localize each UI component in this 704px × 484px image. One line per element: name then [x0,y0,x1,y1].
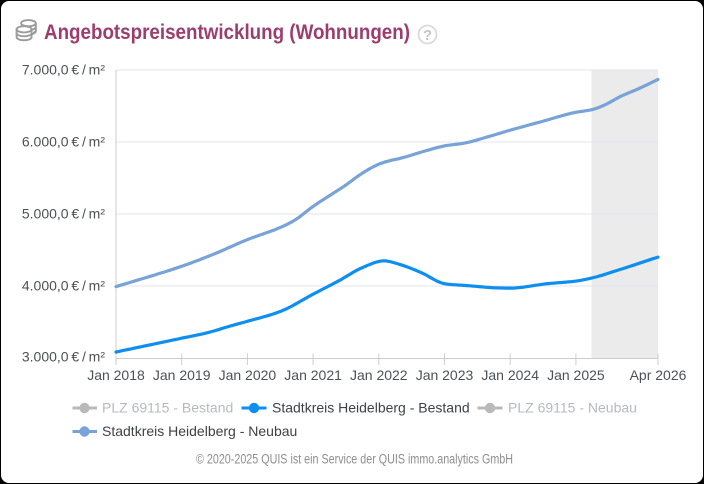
svg-text:4.000,0 € / m²: 4.000,0 € / m² [22,278,105,294]
svg-text:Jan 2025: Jan 2025 [547,367,605,383]
svg-text:Stadtkreis Heidelberg - Bestan: Stadtkreis Heidelberg - Bestand [272,400,470,416]
svg-text:3.000,0 € / m²: 3.000,0 € / m² [22,349,105,365]
svg-text:?: ? [423,28,432,44]
svg-text:Angebotspreisentwicklung (Wohn: Angebotspreisentwicklung (Wohnungen) [44,21,410,44]
svg-text:Jan 2019: Jan 2019 [153,367,211,383]
svg-text:Apr 2026: Apr 2026 [630,367,687,383]
svg-text:Jan 2021: Jan 2021 [284,367,342,383]
svg-text:5.000,0 € / m²: 5.000,0 € / m² [22,206,105,222]
svg-text:6.000,0 € / m²: 6.000,0 € / m² [22,134,105,150]
svg-text:Jan 2020: Jan 2020 [219,367,277,383]
svg-text:PLZ 69115 - Neubau: PLZ 69115 - Neubau [508,400,637,416]
svg-text:© 2020-2025 QUIS ist ein Servi: © 2020-2025 QUIS ist ein Service der QUI… [196,452,513,467]
svg-text:7.000,0 € / m²: 7.000,0 € / m² [22,62,105,78]
svg-text:Jan 2022: Jan 2022 [350,367,408,383]
svg-text:Jan 2024: Jan 2024 [481,367,539,383]
svg-text:Jan 2018: Jan 2018 [87,367,145,383]
svg-text:Jan 2023: Jan 2023 [416,367,474,383]
svg-text:PLZ 69115 - Bestand: PLZ 69115 - Bestand [102,400,233,416]
svg-text:Stadtkreis Heidelberg - Neubau: Stadtkreis Heidelberg - Neubau [102,423,297,439]
